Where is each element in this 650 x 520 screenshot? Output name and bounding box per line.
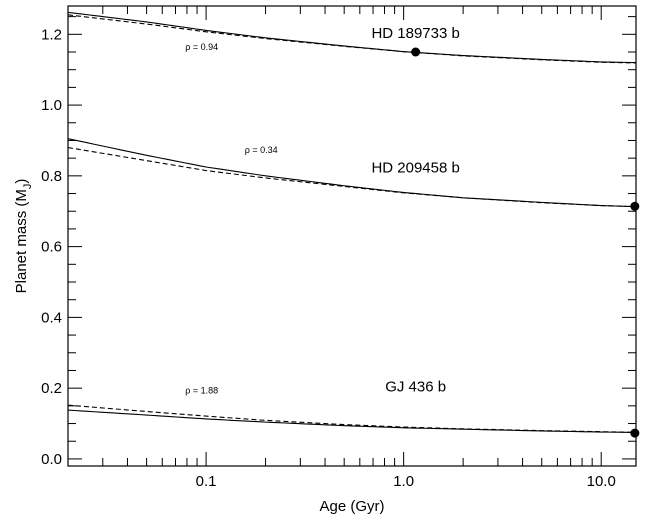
- y-axis-title: Planet mass (MJ): [13, 179, 34, 294]
- series-dashed-gj-436-b: [67, 404, 637, 433]
- series-dashed-hd-209458-b: [67, 146, 637, 208]
- x-tick-label: 0.1: [196, 473, 217, 490]
- planet-label-gj-436-b: GJ 436 b: [385, 379, 446, 396]
- density-label-gj-436-b: ρ = 1.88: [185, 385, 218, 395]
- data-point-hd-209458-b: [630, 201, 640, 211]
- y-tick-label: 0.6: [41, 239, 62, 256]
- data-point-gj-436-b: [630, 428, 640, 438]
- x-axis: 0.1 1.0 10.0: [67, 6, 616, 490]
- series-layer: [67, 11, 637, 433]
- density-label-hd-189733-b: ρ = 0.94: [185, 42, 218, 52]
- planet-label-hd-209458-b: HD 209458 b: [371, 159, 459, 176]
- y-tick-label: 1.2: [41, 26, 62, 43]
- points-layer: [411, 47, 640, 438]
- y-tick-label: 0.4: [41, 309, 62, 326]
- y-axis-title-group: Planet mass (MJ): [13, 179, 34, 294]
- series-solid-hd-189733-b: [67, 11, 637, 64]
- data-point-hd-189733-b: [411, 47, 421, 57]
- x-axis-title: Age (Gyr): [319, 498, 384, 515]
- plot-frame: [67, 5, 637, 467]
- density-label-hd-209458-b: ρ = 0.34: [245, 145, 278, 155]
- x-tick-label: 10.0: [587, 473, 616, 490]
- y-axis-title-close: ): [13, 179, 30, 184]
- y-axis: 0.0 0.2 0.4 0.6 0.8 1.0 1.2: [41, 16, 636, 468]
- series-solid-hd-209458-b: [67, 138, 637, 208]
- y-tick-label: 0.8: [41, 168, 62, 185]
- series-dashed-hd-189733-b: [67, 14, 637, 64]
- planet-label-hd-189733-b: HD 189733 b: [371, 25, 459, 42]
- y-tick-label: 0.2: [41, 380, 62, 397]
- x-tick-label: 1.0: [393, 473, 414, 490]
- y-axis-title-sub: J: [22, 184, 34, 190]
- y-tick-label: 0.0: [41, 451, 62, 468]
- series-solid-gj-436-b: [67, 409, 637, 433]
- y-tick-label: 1.0: [41, 97, 62, 114]
- y-axis-title-main: Planet mass (M: [13, 189, 30, 293]
- labels-layer: HD 189733 b ρ = 0.94 HD 209458 b ρ = 0.34 GJ…: [185, 25, 460, 396]
